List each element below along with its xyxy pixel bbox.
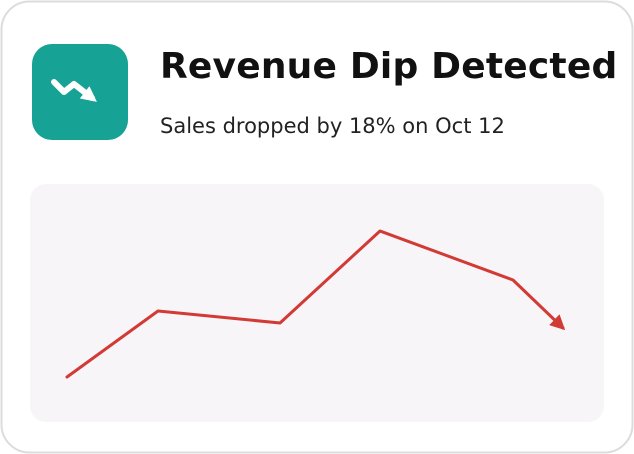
alert-subtitle: Sales dropped by 18% on Oct 12: [160, 114, 505, 138]
icon-trend-arrow: [51, 79, 97, 102]
sparkline-panel: [30, 184, 604, 422]
sparkline: [65, 229, 566, 379]
alert-title: Revenue Dip Detected: [160, 46, 617, 87]
alert-icon: [32, 44, 128, 140]
